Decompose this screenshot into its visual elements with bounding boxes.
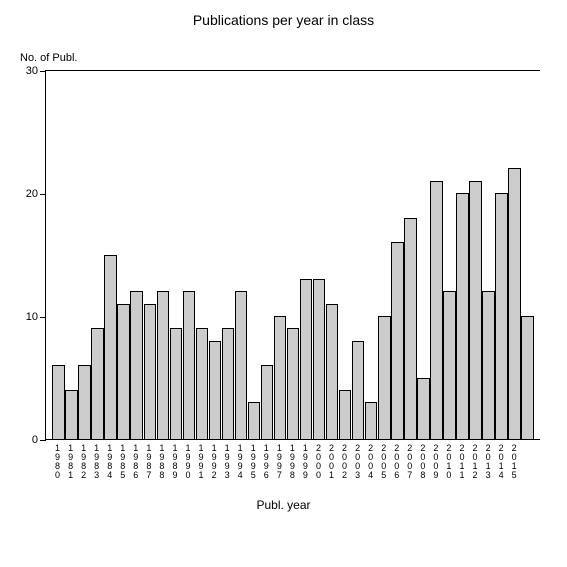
x-tick-label: 2009 xyxy=(429,444,442,480)
bar xyxy=(274,316,286,439)
bars-group xyxy=(52,71,534,439)
bar xyxy=(130,291,142,439)
x-tick-label: 1990 xyxy=(181,444,194,480)
x-tick-label: 2008 xyxy=(416,444,429,480)
bar xyxy=(456,193,468,439)
x-tick-label: 1997 xyxy=(273,444,286,480)
x-tick-label: 2015 xyxy=(508,444,521,480)
x-tick-label: 1998 xyxy=(286,444,299,480)
y-tick-label: 20 xyxy=(26,188,38,200)
x-tick-labels: 1980198119821983198419851986198719881989… xyxy=(51,444,534,480)
bar xyxy=(78,365,90,439)
x-tick-label: 1992 xyxy=(208,444,221,480)
y-tick xyxy=(40,71,46,72)
bar xyxy=(326,304,338,439)
bar xyxy=(261,365,273,439)
y-tick xyxy=(40,194,46,195)
bar xyxy=(222,328,234,439)
x-tick-label: 1995 xyxy=(247,444,260,480)
bar xyxy=(248,402,260,439)
bar xyxy=(339,390,351,439)
x-tick-label: 1993 xyxy=(221,444,234,480)
bar xyxy=(104,255,116,440)
y-axis-label: No. of Publ. xyxy=(20,52,77,64)
bar xyxy=(144,304,156,439)
y-tick xyxy=(40,440,46,441)
bar xyxy=(65,390,77,439)
bar xyxy=(482,291,494,439)
x-tick-label: 2014 xyxy=(495,444,508,480)
bar xyxy=(313,279,325,439)
bar xyxy=(52,365,64,439)
bar xyxy=(391,242,403,439)
x-tick-label: 1988 xyxy=(155,444,168,480)
x-tick-label: 2007 xyxy=(403,444,416,480)
bar xyxy=(443,291,455,439)
x-tick-label: 1989 xyxy=(168,444,181,480)
bar xyxy=(521,316,533,439)
x-tick-label: 1980 xyxy=(51,444,64,480)
x-tick-label: 1999 xyxy=(299,444,312,480)
x-tick-label: 2005 xyxy=(377,444,390,480)
y-tick-label: 30 xyxy=(26,65,38,77)
x-tick-label: 1986 xyxy=(129,444,142,480)
bar xyxy=(157,291,169,439)
x-tick-label: 1983 xyxy=(90,444,103,480)
bar xyxy=(495,193,507,439)
y-tick-label: 0 xyxy=(32,434,38,446)
x-tick-label: 2012 xyxy=(469,444,482,480)
bar xyxy=(469,181,481,439)
bar xyxy=(417,378,429,440)
y-tick xyxy=(40,317,46,318)
bar xyxy=(91,328,103,439)
bar xyxy=(183,291,195,439)
chart-container: Publications per year in class No. of Pu… xyxy=(0,0,567,567)
x-tick-label: 2011 xyxy=(455,444,468,480)
bar xyxy=(196,328,208,439)
plot-area: 0102030 xyxy=(45,70,540,440)
x-tick-label: 2004 xyxy=(364,444,377,480)
bar xyxy=(209,341,221,439)
x-tick-label: 1984 xyxy=(103,444,116,480)
x-tick-label: 1987 xyxy=(142,444,155,480)
x-tick-label: 2002 xyxy=(338,444,351,480)
y-tick-label: 10 xyxy=(26,311,38,323)
x-tick-label: 1994 xyxy=(234,444,247,480)
x-tick-label: 1985 xyxy=(116,444,129,480)
x-tick-label: 2003 xyxy=(351,444,364,480)
bar xyxy=(365,402,377,439)
bar xyxy=(170,328,182,439)
x-tick-label xyxy=(521,444,534,480)
x-tick-label: 2006 xyxy=(390,444,403,480)
bar xyxy=(378,316,390,439)
x-tick-label: 1996 xyxy=(260,444,273,480)
x-tick-label: 2010 xyxy=(442,444,455,480)
x-tick-label: 1981 xyxy=(64,444,77,480)
x-tick-label: 1991 xyxy=(195,444,208,480)
bar xyxy=(352,341,364,439)
bar xyxy=(508,168,520,439)
x-tick-label: 2001 xyxy=(325,444,338,480)
bar xyxy=(430,181,442,439)
x-axis-title: Publ. year xyxy=(0,498,567,512)
x-tick-label: 2013 xyxy=(482,444,495,480)
bar xyxy=(287,328,299,439)
bar xyxy=(235,291,247,439)
bar xyxy=(300,279,312,439)
bar xyxy=(404,218,416,439)
x-tick-label: 1982 xyxy=(77,444,90,480)
chart-title: Publications per year in class xyxy=(0,12,567,28)
bar xyxy=(117,304,129,439)
x-tick-label: 2000 xyxy=(312,444,325,480)
